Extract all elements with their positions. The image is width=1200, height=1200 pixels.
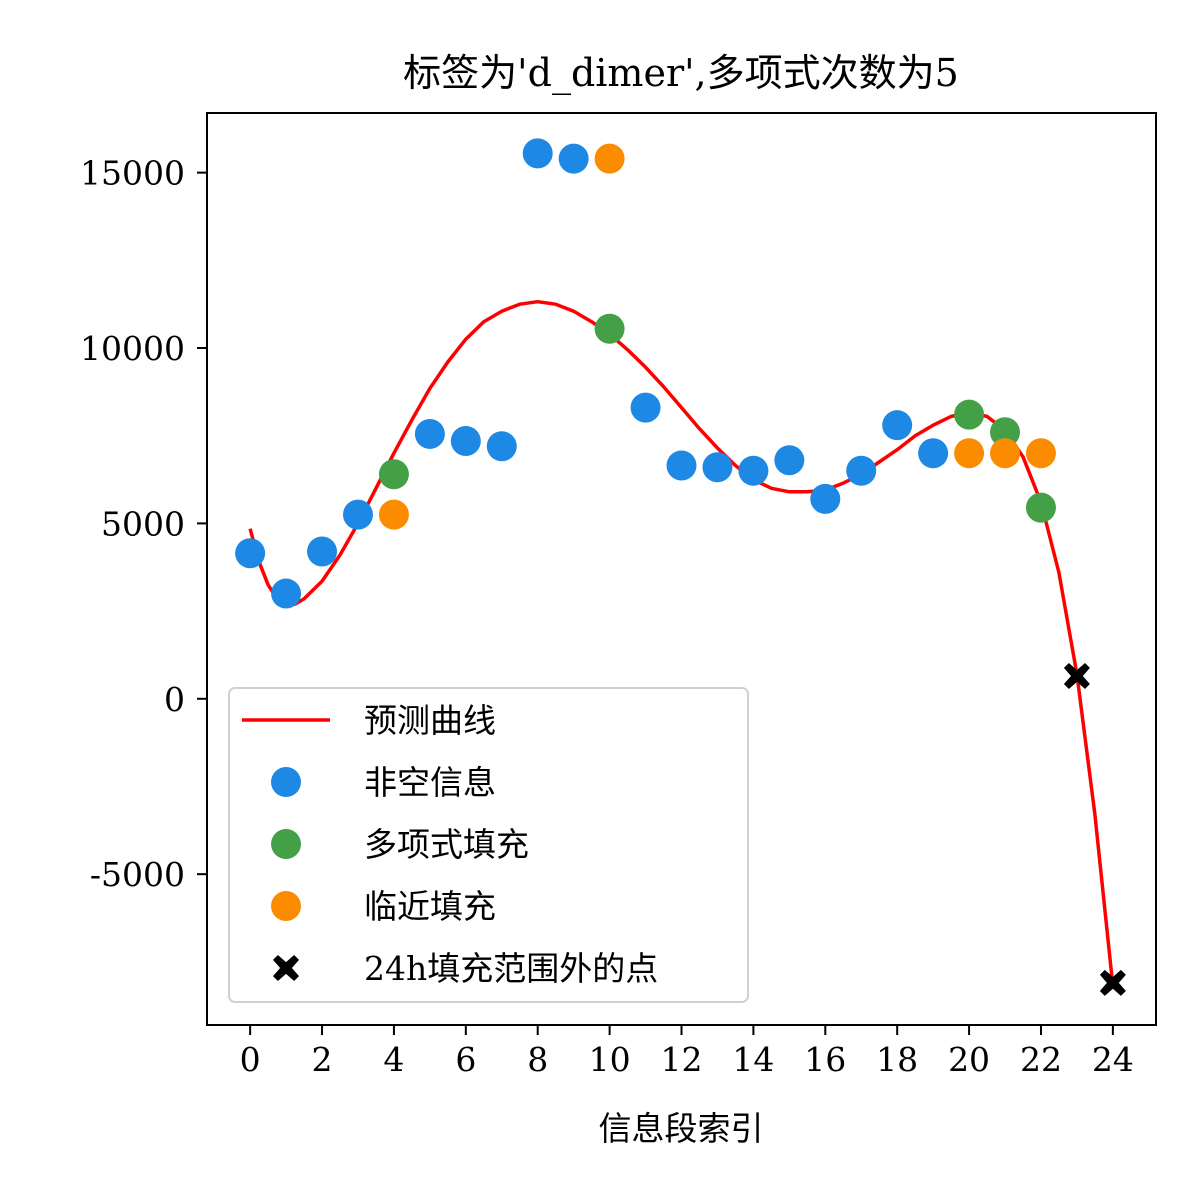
series-point-2 <box>378 459 409 490</box>
legend-marker-swatch <box>271 829 301 859</box>
legend-frame <box>228 687 749 1003</box>
series-point-4 <box>1063 663 1090 689</box>
y-tick-label: 5000 <box>101 504 185 543</box>
legend-label: 多项式填充 <box>364 825 529 864</box>
legend-label: 预测曲线 <box>364 701 496 740</box>
legend-marker-swatch <box>271 891 301 921</box>
x-tick-label: 20 <box>948 1040 990 1079</box>
series-point-1 <box>307 536 338 567</box>
legend-label: 非空信息 <box>364 763 496 802</box>
series-point-3 <box>378 499 409 530</box>
series-point-1 <box>774 445 805 476</box>
series-point-1 <box>882 410 913 441</box>
y-tick-label: 0 <box>164 680 185 719</box>
series-point-1 <box>450 425 481 456</box>
legend-label: 临近填充 <box>364 887 496 926</box>
chart-title: 标签为'd_dimer',多项式次数为5 <box>403 51 959 96</box>
legend-marker-swatch <box>273 955 299 981</box>
series-point-1 <box>666 450 697 481</box>
series-point-3 <box>594 143 625 174</box>
legend-label: 24h填充范围外的点 <box>364 949 658 988</box>
x-tick-label: 6 <box>455 1040 476 1079</box>
y-tick-label: 15000 <box>80 154 185 193</box>
series-point-1 <box>271 578 302 609</box>
series-point-1 <box>630 392 661 423</box>
x-tick-label: 12 <box>661 1040 703 1079</box>
series-point-2 <box>1025 492 1056 523</box>
plot-marks <box>235 138 1126 996</box>
x-tick-label: 0 <box>240 1040 261 1079</box>
series-point-3 <box>990 438 1021 469</box>
series-point-3 <box>954 438 985 469</box>
x-tick-label: 2 <box>312 1040 333 1079</box>
series-point-1 <box>414 418 445 449</box>
series-point-1 <box>846 455 877 486</box>
series-point-1 <box>342 499 373 530</box>
y-tick-label: 10000 <box>80 329 185 368</box>
series-point-1 <box>235 538 266 569</box>
x-tick-label: 14 <box>732 1040 774 1079</box>
x-axis-title: 信息段索引 <box>599 1109 764 1148</box>
x-tick-label: 4 <box>383 1040 404 1079</box>
series-point-1 <box>558 143 589 174</box>
series-point-2 <box>990 417 1021 448</box>
x-tick-label: 22 <box>1020 1040 1062 1079</box>
series-point-1 <box>918 438 949 469</box>
series-point-2 <box>594 313 625 344</box>
x-tick-label: 10 <box>589 1040 631 1079</box>
x-tick-label: 8 <box>527 1040 548 1079</box>
series-point-1 <box>486 431 517 462</box>
series-point-1 <box>738 455 769 486</box>
x-tick-label: 24 <box>1092 1040 1134 1079</box>
x-axis: 0 2 4 6 8 10 12 14 16 18 20 22 24 <box>240 1025 1134 1079</box>
series-point-1 <box>810 483 841 514</box>
series-point-3 <box>1025 438 1056 469</box>
legend-marker-swatch <box>271 767 301 797</box>
x-tick-label: 18 <box>876 1040 918 1079</box>
y-axis: -5000 0 5000 10000 15000 <box>80 154 207 894</box>
x-tick-label: 16 <box>804 1040 846 1079</box>
series-point-1 <box>522 138 553 169</box>
series-point-1 <box>702 452 733 483</box>
series-point-2 <box>954 399 985 430</box>
series-point-4 <box>1099 969 1126 996</box>
y-tick-label: -5000 <box>90 855 185 894</box>
